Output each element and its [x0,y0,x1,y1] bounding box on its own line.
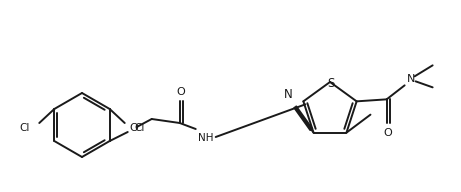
Text: N: N [407,74,415,84]
Text: O: O [130,123,138,133]
Text: NH: NH [198,133,213,143]
Text: N: N [284,88,293,101]
Text: O: O [383,128,392,138]
Text: Cl: Cl [135,123,145,133]
Text: Cl: Cl [19,123,30,133]
Text: S: S [327,77,335,90]
Text: O: O [177,87,185,97]
